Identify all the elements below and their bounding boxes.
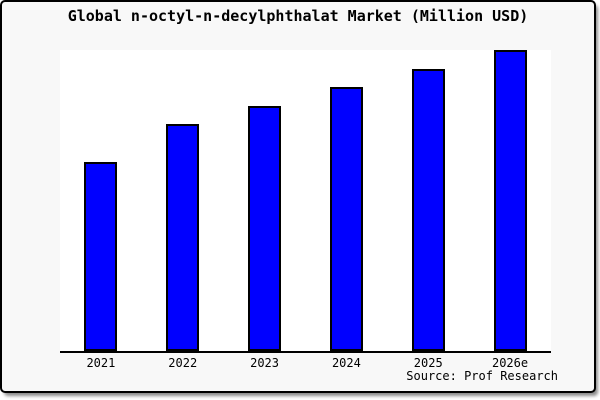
bar-2021 <box>84 162 118 351</box>
chart-window: Global n-octyl-n-decylphthalat Market (M… <box>0 0 596 393</box>
chart-title: Global n-octyl-n-decylphthalat Market (M… <box>67 7 529 25</box>
bar-2022 <box>166 124 200 351</box>
bars-container <box>60 50 551 351</box>
x-tick-label-2022: 2022 <box>168 356 198 370</box>
x-tick-label-2026e: 2026e <box>491 356 529 370</box>
bar-slot-2023 <box>224 50 306 351</box>
plot-area <box>60 50 551 353</box>
bar-2025 <box>411 69 445 351</box>
bar-2024 <box>329 87 363 351</box>
bar-slot-2025 <box>387 50 469 351</box>
bar-2026e <box>493 50 527 351</box>
bar-2023 <box>248 106 282 351</box>
bar-slot-2021 <box>60 50 142 351</box>
x-tick-label-2025: 2025 <box>413 356 443 370</box>
x-tick-label-2021: 2021 <box>86 356 116 370</box>
x-tick-label-2024: 2024 <box>331 356 361 370</box>
bar-slot-2024 <box>305 50 387 351</box>
x-axis-labels: 2021 2022 2023 2024 2025 2026e <box>60 356 551 370</box>
bar-slot-2026e <box>469 50 551 351</box>
x-tick-label-2023: 2023 <box>250 356 280 370</box>
bar-slot-2022 <box>142 50 224 351</box>
source-note: Source: Prof Research <box>406 369 558 383</box>
